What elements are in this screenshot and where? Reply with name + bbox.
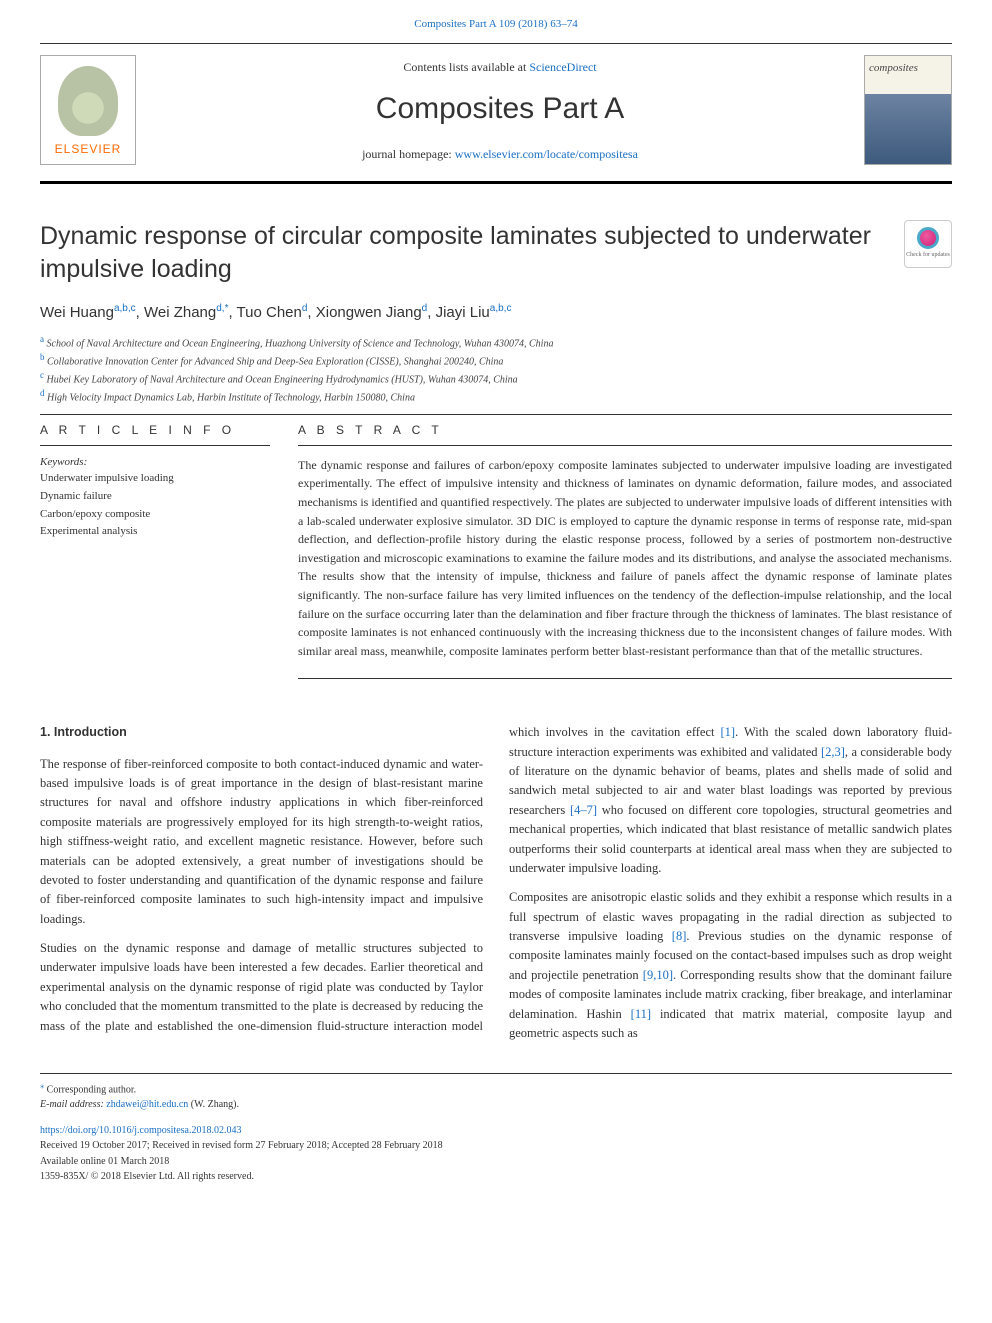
reference-link[interactable]: [9,10] [643, 968, 673, 982]
cover-title: composites [865, 56, 951, 77]
divider [40, 414, 952, 415]
masthead: ELSEVIER Contents lists available at Sci… [40, 43, 952, 184]
body-paragraph: The response of fiber-reinforced composi… [40, 755, 483, 929]
keywords-label: Keywords: [40, 454, 270, 471]
reference-link[interactable]: [2,3] [821, 745, 845, 759]
reference-link[interactable]: [4–7] [570, 803, 597, 817]
affiliation: d High Velocity Impact Dynamics Lab, Har… [40, 387, 952, 405]
corr-mark: ⁎ [40, 1081, 44, 1090]
divider [298, 445, 952, 446]
divider [298, 678, 952, 679]
elsevier-logo[interactable]: ELSEVIER [40, 55, 136, 165]
email-link[interactable]: zhdawei@hit.edu.cn [106, 1099, 188, 1110]
keywords-list: Underwater impulsive loadingDynamic fail… [40, 470, 270, 540]
top-citation: Composites Part A 109 (2018) 63–74 [0, 0, 992, 43]
masthead-center: Contents lists available at ScienceDirec… [136, 44, 864, 177]
top-citation-link[interactable]: Composites Part A 109 (2018) 63–74 [414, 18, 577, 30]
authors: Wei Huanga,b,c, Wei Zhangd,*, Tuo Chend,… [40, 301, 952, 325]
contents-prefix: Contents lists available at [403, 60, 529, 74]
keyword-item: Underwater impulsive loading [40, 470, 270, 488]
elsevier-tree-icon [58, 66, 118, 136]
sciencedirect-link[interactable]: ScienceDirect [529, 60, 596, 74]
affiliation: b Collaborative Innovation Center for Ad… [40, 351, 952, 369]
doi-link[interactable]: https://doi.org/10.1016/j.compositesa.20… [40, 1125, 241, 1136]
homepage-prefix: journal homepage: [362, 147, 455, 161]
email-label: E-mail address: [40, 1099, 106, 1110]
info-abstract-row: A R T I C L E I N F O Keywords: Underwat… [40, 421, 952, 680]
article-title: Dynamic response of circular composite l… [40, 220, 888, 288]
homepage-line: journal homepage: www.elsevier.com/locat… [136, 145, 864, 163]
divider [40, 445, 270, 446]
history-copyright: 1359-835X/ © 2018 Elsevier Ltd. All righ… [40, 1169, 952, 1185]
journal-title: Composites Part A [136, 86, 864, 131]
reference-link[interactable]: [11] [631, 1007, 651, 1021]
elsevier-label: ELSEVIER [55, 140, 122, 164]
affiliation: a School of Naval Architecture and Ocean… [40, 333, 952, 351]
journal-cover[interactable]: composites [864, 55, 952, 165]
keyword-item: Experimental analysis [40, 523, 270, 541]
contents-line: Contents lists available at ScienceDirec… [136, 58, 864, 76]
body-paragraph: Composites are anisotropic elastic solid… [509, 888, 952, 1043]
article-info: A R T I C L E I N F O Keywords: Underwat… [40, 421, 270, 680]
article-history: https://doi.org/10.1016/j.compositesa.20… [40, 1123, 952, 1185]
homepage-link[interactable]: www.elsevier.com/locate/compositesa [455, 147, 638, 161]
crossmark-icon [917, 227, 939, 249]
check-updates-badge[interactable]: Check for updates [904, 220, 952, 268]
reference-link[interactable]: [1] [721, 725, 736, 739]
corr-text: Corresponding author. [47, 1084, 136, 1095]
footnotes: ⁎ Corresponding author. E-mail address: … [40, 1073, 952, 1113]
corresponding-author-note: ⁎ Corresponding author. [40, 1080, 952, 1098]
email-line: E-mail address: zhdawei@hit.edu.cn (W. Z… [40, 1097, 952, 1113]
abstract: A B S T R A C T The dynamic response and… [298, 421, 952, 680]
history-online: Available online 01 March 2018 [40, 1154, 952, 1170]
section-heading: 1. Introduction [40, 723, 483, 742]
email-author: (W. Zhang). [191, 1099, 239, 1110]
affiliation: c Hubei Key Laboratory of Naval Architec… [40, 369, 952, 387]
affiliations: a School of Naval Architecture and Ocean… [40, 333, 952, 406]
article-info-heading: A R T I C L E I N F O [40, 421, 270, 439]
abstract-heading: A B S T R A C T [298, 421, 952, 439]
article-header: Dynamic response of circular composite l… [40, 220, 952, 680]
check-updates-label: Check for updates [906, 251, 950, 260]
keyword-item: Carbon/epoxy composite [40, 506, 270, 524]
history-received: Received 19 October 2017; Received in re… [40, 1138, 952, 1154]
article-body: 1. Introduction The response of fiber-re… [40, 723, 952, 1044]
keyword-item: Dynamic failure [40, 488, 270, 506]
reference-link[interactable]: [8] [672, 929, 687, 943]
abstract-text: The dynamic response and failures of car… [298, 456, 952, 661]
